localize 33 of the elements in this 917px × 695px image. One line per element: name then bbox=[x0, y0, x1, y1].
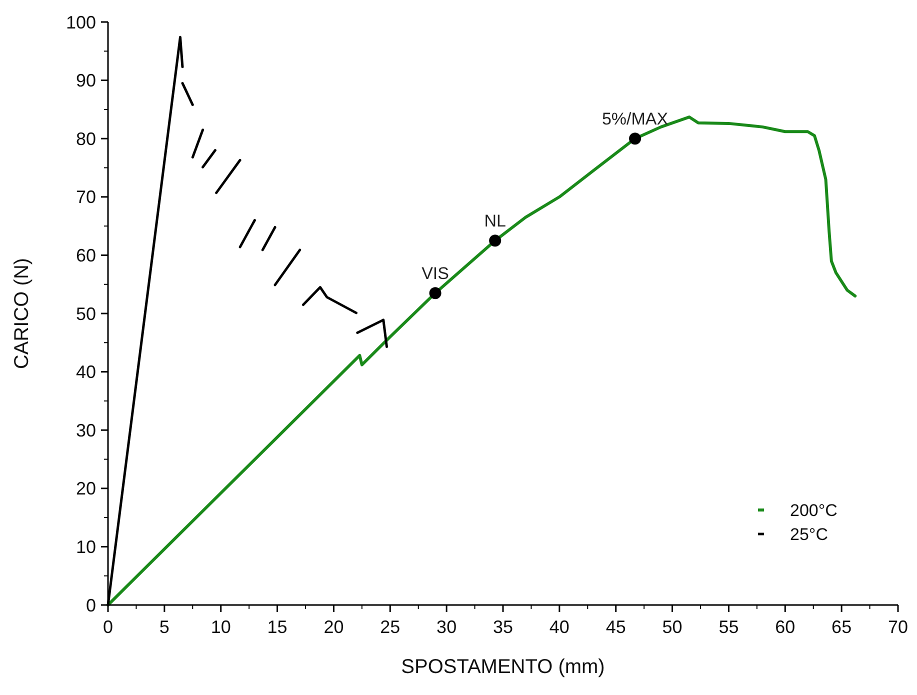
x-tick-label: 70 bbox=[888, 617, 908, 637]
annotation: NL bbox=[484, 212, 506, 231]
y-tick-label: 90 bbox=[76, 70, 96, 91]
x-axis-title: SPOSTAMENTO (mm) bbox=[401, 656, 605, 678]
legend-label: 25°C bbox=[790, 524, 828, 544]
y-tick-label: 50 bbox=[76, 304, 96, 324]
x-tick-label: 0 bbox=[102, 617, 114, 637]
y-tick-label: 60 bbox=[76, 246, 96, 266]
y-tick-label: 20 bbox=[76, 478, 96, 499]
y-tick-label: 0 bbox=[86, 595, 96, 616]
annotation: VIS bbox=[422, 264, 449, 284]
annotation: 5%/MAX bbox=[602, 110, 668, 129]
y-axis-title: CARICO (N) bbox=[11, 258, 33, 370]
x-tick-label: 65 bbox=[832, 617, 852, 637]
x-tick-label: 50 bbox=[662, 617, 682, 637]
legend-label: 200°C bbox=[790, 500, 838, 520]
x-tick-label: 45 bbox=[606, 617, 626, 637]
y-tick-label: 80 bbox=[76, 128, 96, 149]
x-tick-label: 35 bbox=[492, 617, 514, 637]
y-tick-label: 30 bbox=[76, 420, 96, 440]
y-tick-label: 10 bbox=[76, 537, 96, 557]
x-tick-label: 25 bbox=[380, 617, 400, 637]
x-tick-label: 30 bbox=[436, 617, 457, 637]
x-tick-label: 40 bbox=[549, 617, 570, 637]
x-tick-label: 20 bbox=[324, 617, 344, 637]
x-tick-label: 10 bbox=[210, 617, 231, 637]
x-tick-label: 5 bbox=[159, 617, 170, 637]
y-tick-label: 100 bbox=[66, 12, 96, 32]
x-tick-label: 60 bbox=[775, 617, 796, 637]
x-tick-label: 15 bbox=[267, 617, 288, 637]
y-tick-label: 40 bbox=[76, 362, 96, 382]
x-tick-label: 55 bbox=[718, 617, 739, 637]
y-tick-label: 70 bbox=[76, 187, 96, 208]
